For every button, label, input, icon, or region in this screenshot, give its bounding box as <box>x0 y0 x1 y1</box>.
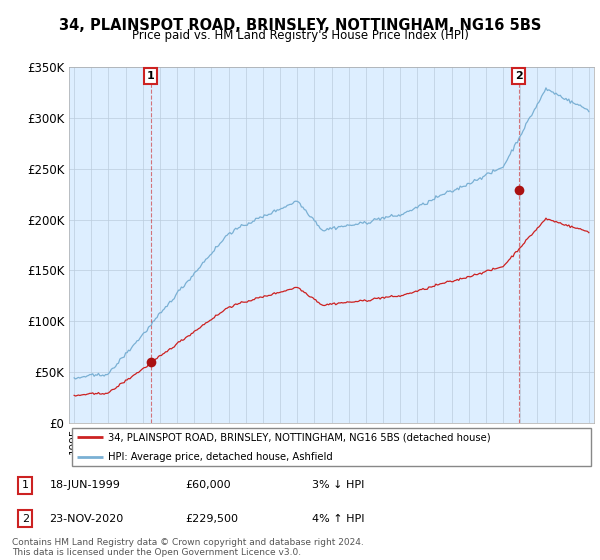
Text: HPI: Average price, detached house, Ashfield: HPI: Average price, detached house, Ashf… <box>109 452 333 462</box>
Text: 2: 2 <box>515 71 523 81</box>
Text: 34, PLAINSPOT ROAD, BRINSLEY, NOTTINGHAM, NG16 5BS: 34, PLAINSPOT ROAD, BRINSLEY, NOTTINGHAM… <box>59 18 541 33</box>
Text: 2: 2 <box>22 514 29 524</box>
Text: 34, PLAINSPOT ROAD, BRINSLEY, NOTTINGHAM, NG16 5BS (detached house): 34, PLAINSPOT ROAD, BRINSLEY, NOTTINGHAM… <box>109 432 491 442</box>
Text: 1: 1 <box>147 71 155 81</box>
Text: 3% ↓ HPI: 3% ↓ HPI <box>311 480 364 490</box>
Text: 4% ↑ HPI: 4% ↑ HPI <box>311 514 364 524</box>
Text: Price paid vs. HM Land Registry's House Price Index (HPI): Price paid vs. HM Land Registry's House … <box>131 29 469 42</box>
Text: 23-NOV-2020: 23-NOV-2020 <box>49 514 124 524</box>
Text: 1: 1 <box>22 480 29 490</box>
Text: 18-JUN-1999: 18-JUN-1999 <box>49 480 121 490</box>
Text: £60,000: £60,000 <box>185 480 230 490</box>
Text: Contains HM Land Registry data © Crown copyright and database right 2024.
This d: Contains HM Land Registry data © Crown c… <box>12 538 364 557</box>
Text: £229,500: £229,500 <box>185 514 238 524</box>
FancyBboxPatch shape <box>71 428 592 465</box>
